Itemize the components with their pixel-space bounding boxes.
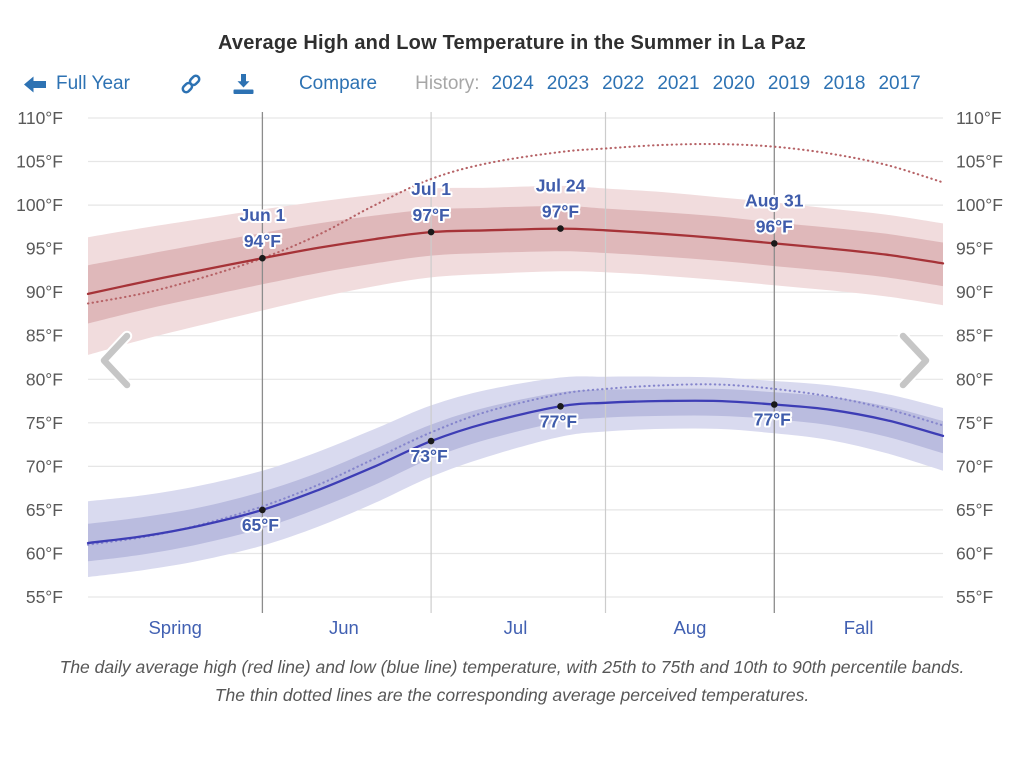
history-year-2023[interactable]: 2023 <box>546 73 590 94</box>
history-year-2018[interactable]: 2018 <box>823 73 866 94</box>
y-axis-labels-right: 55°F 60°F 65°F 70°F 75°F 80°F 85°F 90°F 95°F 100°… <box>956 108 1003 607</box>
svg-text:75°F: 75°F <box>956 413 993 433</box>
data-point-low-84 <box>557 403 564 410</box>
svg-text:60°F: 60°F <box>26 544 63 564</box>
next-chevron-icon[interactable] <box>897 330 932 391</box>
svg-text:Jun: Jun <box>329 617 359 638</box>
svg-text:Jul: Jul <box>504 617 528 638</box>
annotations: Jun 1 94°F Jul 1 97°F Jul 24 97°F Aug 31 96°F 65… <box>238 174 806 537</box>
svg-text:77°F: 77°F <box>540 411 577 431</box>
svg-text:73°F: 73°F <box>411 446 448 466</box>
data-point-high-61 <box>427 228 435 236</box>
band-low-25th-75th <box>88 388 943 562</box>
full-year-button[interactable]: Full Year <box>24 73 130 95</box>
data-point-high-31 <box>259 254 266 262</box>
svg-text:105°F: 105°F <box>956 152 1003 172</box>
svg-text:110°F: 110°F <box>17 108 63 128</box>
svg-text:100°F: 100°F <box>956 195 1003 215</box>
svg-text:Jun 1: Jun 1 <box>240 205 286 225</box>
svg-text:96°F: 96°F <box>756 216 793 236</box>
svg-text:90°F: 90°F <box>26 282 63 302</box>
data-point-high-122 <box>771 240 778 247</box>
compare-button[interactable]: Compare <box>298 73 378 94</box>
svg-text:75°F: 75°F <box>26 413 63 433</box>
back-arrow-icon <box>24 76 47 93</box>
page-title: Average High and Low Temperature in the … <box>218 32 806 54</box>
data-point-low-61 <box>427 437 435 445</box>
history-year-2024[interactable]: 2024 <box>491 73 534 94</box>
month-gridlines <box>261 112 775 613</box>
svg-text:65°F: 65°F <box>26 500 63 520</box>
svg-text:80°F: 80°F <box>26 369 63 389</box>
line-low <box>86 399 945 545</box>
x-axis-labels: Spring Jun Jul Aug Fall <box>148 617 873 638</box>
svg-text:55°F: 55°F <box>956 587 993 607</box>
svg-text:90°F: 90°F <box>956 282 993 302</box>
percentile-bands <box>88 185 943 577</box>
data-point-low-31 <box>259 506 266 514</box>
svg-text:Aug 31: Aug 31 <box>745 190 804 210</box>
history-year-2017[interactable]: 2017 <box>878 73 921 94</box>
svg-text:95°F: 95°F <box>26 239 63 259</box>
prev-chevron-icon[interactable] <box>98 330 133 391</box>
y-axis-labels-left: 55°F 60°F 65°F 70°F 75°F 80°F 85°F 90°F 95°F 100°… <box>16 108 63 607</box>
svg-text:105°F: 105°F <box>16 152 63 172</box>
svg-text:80°F: 80°F <box>956 369 993 389</box>
line-low_perceived <box>86 383 945 546</box>
history-year-2021[interactable]: 2021 <box>657 73 700 94</box>
band-high-25th-75th <box>88 205 943 324</box>
svg-text:65°F: 65°F <box>242 515 279 535</box>
link-icon[interactable] <box>180 73 202 95</box>
svg-text:94°F: 94°F <box>244 231 281 251</box>
temperature-lines <box>86 142 945 546</box>
history-year-2022[interactable]: 2022 <box>602 73 645 94</box>
band-low-10th-90th <box>88 376 943 577</box>
line-high_perceived <box>86 142 945 305</box>
svg-text:70°F: 70°F <box>26 456 63 476</box>
full-year-label: Full Year <box>56 73 130 94</box>
svg-text:Spring: Spring <box>148 617 201 638</box>
svg-text:77°F: 77°F <box>754 410 791 430</box>
svg-text:Jul 24: Jul 24 <box>536 176 586 196</box>
svg-text:55°F: 55°F <box>26 587 63 607</box>
svg-text:95°F: 95°F <box>956 239 993 259</box>
history-year-2020[interactable]: 2020 <box>712 73 755 94</box>
history-years: 2024 2023 2022 2021 2020 2019 2018 2017 <box>492 73 921 95</box>
svg-text:110°F: 110°F <box>956 108 1002 128</box>
svg-text:65°F: 65°F <box>956 500 993 520</box>
data-point-low-122 <box>771 401 778 408</box>
history-label: History: <box>415 73 480 94</box>
data-point-high-84 <box>557 225 564 232</box>
svg-text:Fall: Fall <box>844 617 874 638</box>
history-year-2019[interactable]: 2019 <box>767 73 811 94</box>
svg-text:70°F: 70°F <box>956 456 993 476</box>
chart-toolbar: Full Year Compare History: 2024 2023 2022 2… <box>0 66 1024 102</box>
svg-text:85°F: 85°F <box>26 326 63 346</box>
svg-text:100°F: 100°F <box>16 195 63 215</box>
svg-text:97°F: 97°F <box>542 202 579 222</box>
line-high <box>86 227 945 296</box>
chart-caption: The daily average high (red line) and lo… <box>0 653 1024 709</box>
svg-text:Aug: Aug <box>673 617 706 638</box>
caption-text: The daily average high (red line) and lo… <box>59 657 965 705</box>
svg-text:97°F: 97°F <box>413 205 450 225</box>
svg-text:60°F: 60°F <box>956 544 993 564</box>
svg-text:85°F: 85°F <box>956 326 993 346</box>
download-icon[interactable] <box>233 73 254 95</box>
svg-text:Jul 1: Jul 1 <box>411 179 451 199</box>
